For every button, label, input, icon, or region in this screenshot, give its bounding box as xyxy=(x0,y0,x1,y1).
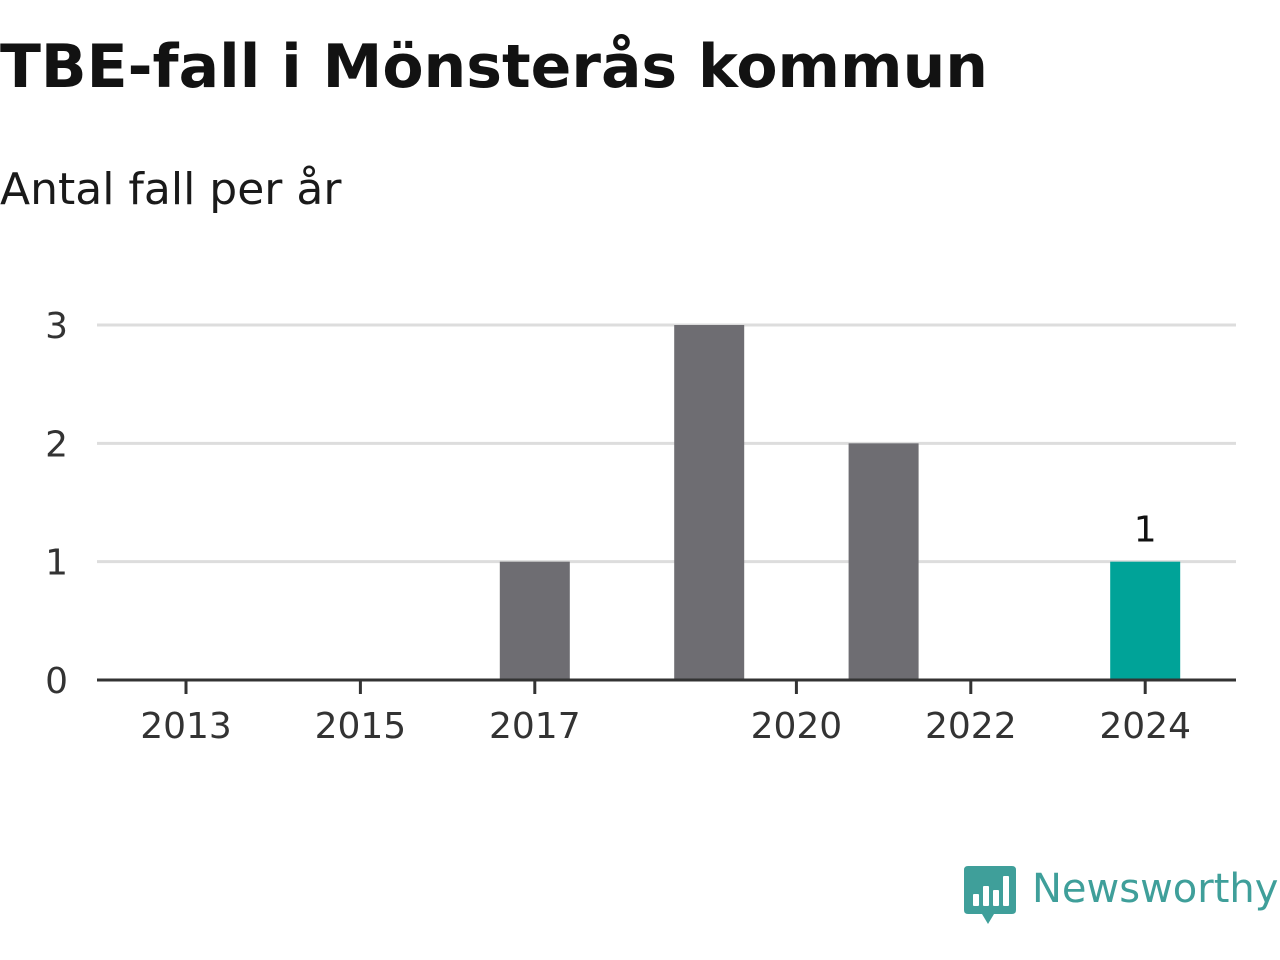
x-tick-label: 2022 xyxy=(925,706,1017,747)
chart-title: TBE-fall i Mönsterås kommun xyxy=(0,32,989,102)
bar-2017 xyxy=(499,561,570,680)
bar-value-label: 1 xyxy=(1134,510,1157,551)
newsworthy-logo-icon xyxy=(964,866,1016,924)
chart-subtitle: Antal fall per år xyxy=(0,164,342,215)
x-tick-label: 2017 xyxy=(489,706,581,747)
bar-2019 xyxy=(674,325,745,680)
x-tick-label: 2020 xyxy=(751,706,843,747)
x-tick-label: 2013 xyxy=(140,706,232,747)
x-tick-label: 2024 xyxy=(1099,706,1191,747)
newsworthy-logo-text: Newsworthy xyxy=(1032,866,1279,912)
y-tick-label: 2 xyxy=(45,424,68,465)
y-tick-label: 1 xyxy=(45,543,68,584)
bar-2021 xyxy=(848,443,919,680)
y-tick-label: 3 xyxy=(45,306,68,347)
x-tick-label: 2015 xyxy=(315,706,407,747)
newsworthy-logo: Newsworthy xyxy=(964,864,1280,928)
labels: 0 1 2 3 1 2013 2015 2017 2020 2022 2024 xyxy=(45,306,1191,747)
axes xyxy=(97,678,1236,694)
bar-2024 xyxy=(1110,561,1181,680)
bars xyxy=(499,325,1181,680)
y-tick-label: 0 xyxy=(45,661,68,702)
gridlines xyxy=(97,323,1236,564)
